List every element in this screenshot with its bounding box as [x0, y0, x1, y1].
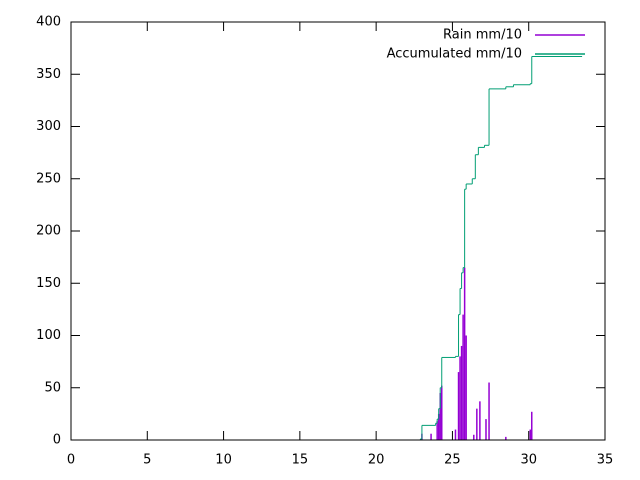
y-tick-label: 150 — [36, 276, 61, 291]
legend-label: Rain mm/10 — [443, 28, 522, 43]
x-tick-label: 25 — [444, 453, 461, 468]
x-tick-label: 35 — [597, 453, 614, 468]
x-tick-label: 0 — [67, 453, 75, 468]
y-tick-label: 350 — [36, 67, 61, 82]
x-tick-label: 20 — [368, 453, 385, 468]
x-tick-label: 15 — [292, 453, 309, 468]
y-tick-label: 0 — [53, 433, 61, 448]
x-tick-label: 30 — [520, 453, 537, 468]
y-tick-label: 400 — [36, 15, 61, 30]
y-tick-label: 300 — [36, 119, 61, 134]
y-tick-label: 50 — [44, 380, 61, 395]
x-tick-label: 5 — [143, 453, 151, 468]
x-tick-label: 10 — [215, 453, 232, 468]
plot-border — [70, 21, 606, 441]
y-tick-label: 100 — [36, 328, 61, 343]
y-tick-label: 200 — [36, 224, 61, 239]
legend-label: Accumulated mm/10 — [387, 47, 522, 62]
y-tick-label: 250 — [36, 171, 61, 186]
